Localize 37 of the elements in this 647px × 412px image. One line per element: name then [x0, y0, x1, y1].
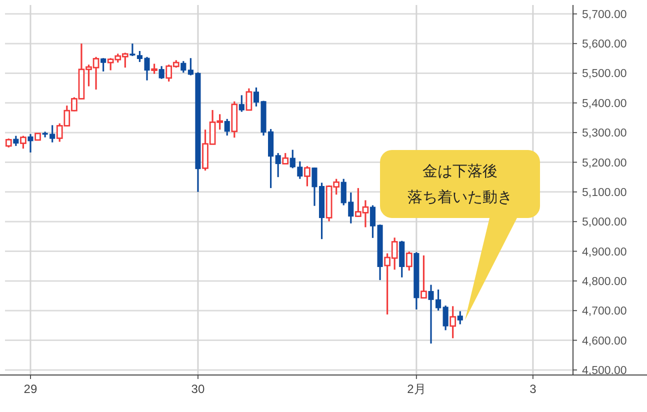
y-tick-label: 4,900.00 — [582, 246, 627, 258]
candlestick — [20, 135, 26, 150]
y-tick-label: 5,300.00 — [582, 128, 627, 140]
y-tick-label: 5,600.00 — [582, 38, 627, 51]
candlestick — [151, 62, 158, 75]
candlestick — [130, 42, 136, 57]
candlestick — [450, 305, 456, 340]
x-tick-label: 3 — [530, 382, 537, 396]
candlestick — [406, 250, 412, 272]
candlestick — [13, 135, 19, 147]
candlestick — [275, 152, 281, 178]
y-tick-label: 4,800.00 — [582, 276, 627, 288]
candlestick — [100, 57, 106, 72]
x-tick-label: 29 — [24, 382, 38, 396]
candlestick — [420, 254, 427, 299]
y-tick-label: 5,200.00 — [582, 157, 627, 170]
candlestick — [442, 304, 448, 331]
y-tick-label: 5,700.00 — [582, 8, 627, 21]
y-tick-label: 5,500.00 — [582, 68, 627, 80]
candlestick — [158, 65, 164, 80]
y-tick-label: 5,000.00 — [582, 216, 627, 229]
candlestick — [28, 133, 34, 154]
annotation: 金は下落後落ち着いた動き — [408, 163, 512, 206]
y-tick-label: 5,100.00 — [582, 186, 627, 199]
x-tick-label: 2月 — [407, 382, 426, 396]
candlestick — [457, 310, 463, 326]
candlestick — [282, 152, 289, 165]
y-tick-label: 4,600.00 — [582, 335, 627, 348]
candlestick — [304, 165, 310, 188]
y-tick-label: 5,400.00 — [582, 98, 627, 110]
x-tick-label: 30 — [191, 382, 205, 396]
candlestick — [180, 60, 186, 74]
candlestick — [238, 94, 244, 113]
y-tick-label: 4,700.00 — [582, 306, 627, 318]
y-tick-label: 4,500.00 — [582, 364, 627, 377]
candlestick — [224, 118, 230, 136]
candlestick — [246, 88, 252, 112]
